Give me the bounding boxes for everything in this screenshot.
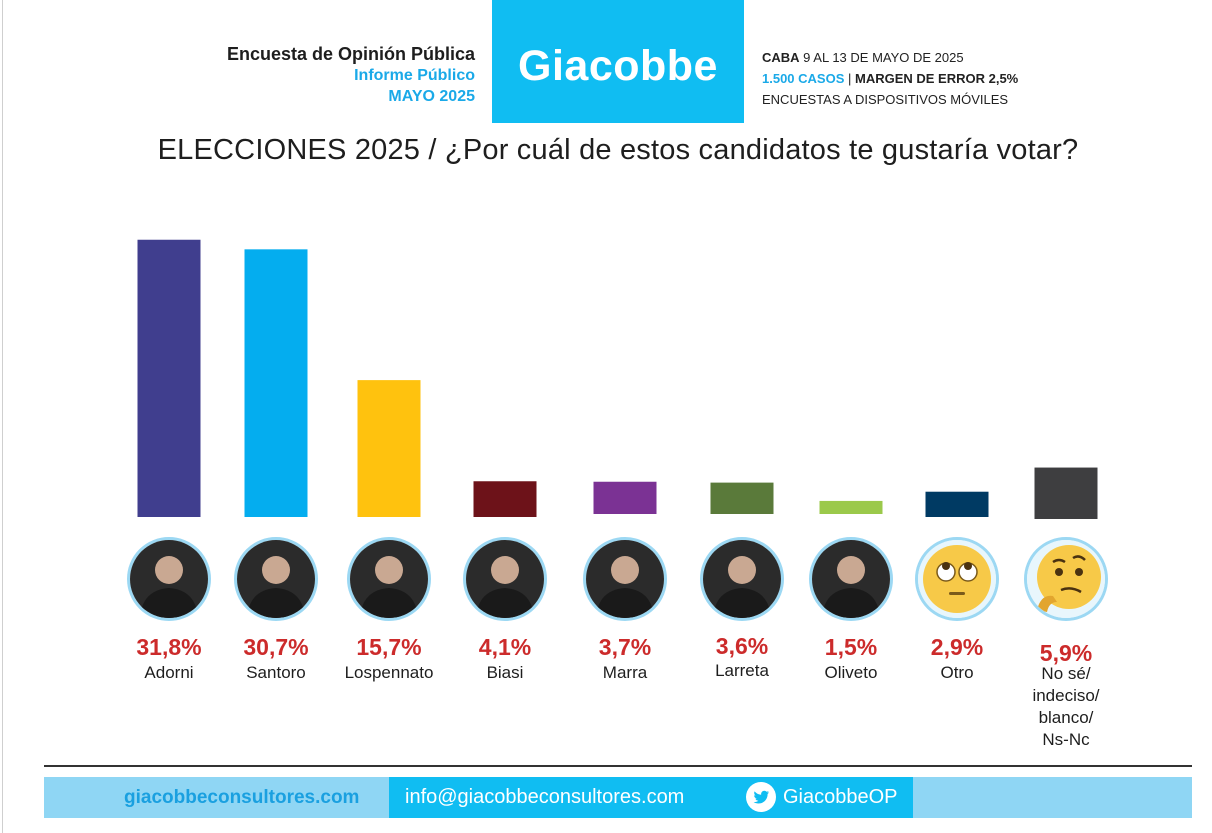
brand-logo-text: Giacobbe	[518, 42, 718, 90]
brand-logo: Giacobbe	[492, 0, 744, 123]
survey-heading: Encuesta de Opinión Pública Informe Públ…	[227, 44, 475, 107]
category-label-4: Biasi	[440, 662, 570, 684]
category-label-line: Larreta	[715, 661, 769, 680]
bar-2	[244, 249, 308, 517]
bar-7	[819, 500, 883, 514]
category-label-line: blanco/	[1038, 708, 1094, 727]
candidate-avatar-icon	[583, 537, 667, 621]
bar-1	[137, 239, 201, 517]
footer-bar-highlight	[389, 777, 913, 818]
category-label-line: Lospennato	[344, 663, 434, 682]
category-label-line: Santoro	[246, 663, 306, 682]
candidate-avatar-icon	[234, 537, 318, 621]
data-label-1: 31,8%	[136, 634, 202, 660]
survey-title: Encuesta de Opinión Pública	[226, 44, 475, 64]
data-label-2: 30,7%	[243, 634, 309, 660]
data-label-8: 2,9%	[930, 634, 984, 660]
survey-sample: 1.500 CASOS | MARGEN DE ERROR 2,5%	[762, 71, 1019, 86]
category-label-1: Adorni	[104, 662, 234, 684]
data-label-9: 5,9%	[1039, 640, 1093, 666]
bar-9	[1034, 467, 1098, 519]
candidate-avatar-icon	[127, 537, 211, 621]
data-label-5: 3,7%	[598, 634, 652, 660]
report-date: MAYO 2025	[388, 88, 475, 105]
website-link[interactable]: giacobbeconsultores.com	[124, 787, 360, 808]
category-label-6: Larreta	[677, 660, 807, 682]
data-label-4: 4,1%	[478, 634, 532, 660]
category-label-2: Santoro	[211, 662, 341, 684]
twitter-icon	[746, 782, 776, 812]
eye-roll-icon	[915, 537, 999, 621]
category-label-7: Oliveto	[786, 662, 916, 684]
category-label-9: No sé/indeciso/blanco/Ns-Nc	[1001, 663, 1131, 751]
data-label-7: 1,5%	[824, 634, 878, 660]
category-label-line: No sé/	[1041, 664, 1091, 683]
survey-location-date: CABA 9 AL 13 DE MAYO DE 2025	[762, 50, 964, 65]
category-label-line: indeciso/	[1032, 686, 1100, 705]
category-label-line: Otro	[940, 663, 974, 682]
email-link[interactable]: info@giacobbeconsultores.com	[405, 786, 685, 808]
footer-divider	[44, 765, 1192, 767]
bar-8	[925, 491, 989, 517]
twitter-handle[interactable]: GiacobbeOP	[783, 786, 898, 808]
survey-method: ENCUESTAS A DISPOSITIVOS MÓVILES	[762, 92, 1009, 107]
category-label-line: Marra	[602, 663, 648, 682]
bar-3	[357, 380, 421, 517]
candidate-avatar-icon	[463, 537, 547, 621]
thinking-face-icon	[1024, 537, 1108, 621]
bar-4	[473, 481, 537, 517]
candidate-avatar-icon	[809, 537, 893, 621]
chart-title: ELECCIONES 2025 / ¿Por cuál de estos can…	[157, 134, 1079, 166]
category-label-line: Oliveto	[824, 663, 878, 682]
report-type: Informe Público	[354, 67, 475, 84]
category-label-8: Otro	[892, 662, 1022, 684]
category-label-line: Biasi	[486, 663, 524, 682]
survey-meta: CABA 9 AL 13 DE MAYO DE 2025 1.500 CASOS…	[762, 47, 1018, 110]
left-border	[2, 0, 3, 833]
category-label-line: Ns-Nc	[1042, 730, 1090, 749]
bar-5	[593, 481, 657, 514]
category-label-3: Lospennato	[324, 662, 454, 684]
data-label-6: 3,6%	[715, 633, 769, 659]
candidate-avatar-icon	[347, 537, 431, 621]
data-label-3: 15,7%	[356, 634, 422, 660]
category-label-5: Marra	[560, 662, 690, 684]
bar-6	[710, 482, 774, 514]
candidate-avatar-icon	[700, 537, 784, 621]
category-label-line: Adorni	[144, 663, 194, 682]
